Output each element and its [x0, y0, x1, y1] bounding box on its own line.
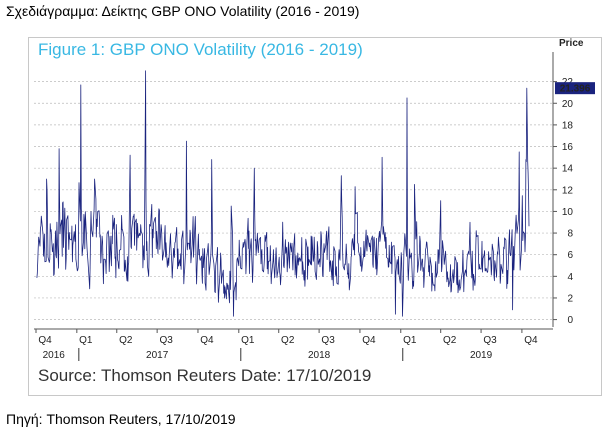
y-tick-label: 16 — [562, 142, 574, 153]
x-tick-label: Q4 — [362, 335, 376, 346]
last-value-badge — [555, 82, 595, 95]
x-year-label: 2016 — [43, 350, 66, 361]
plot-background — [34, 60, 553, 325]
x-axis: Q4 Q1 Q2 Q3 Q4 Q1 Q2 Q3 Q4 Q1 Q2 Q3 Q4 2016 2017 2018 20… — [34, 328, 553, 361]
x-year-label: 2018 — [308, 350, 331, 361]
document-caption: Σχεδιάγραμμα: Δείκτης GBP ONO Volatility… — [6, 3, 360, 19]
x-year-label: 2019 — [470, 350, 493, 361]
series-line — [36, 70, 530, 317]
y-tick-label: 0 — [567, 315, 573, 326]
y-tick-label: 14 — [562, 164, 574, 175]
y-axis-label: Price — [559, 38, 584, 49]
series-group — [36, 70, 530, 317]
x-tick-label: Q3 — [483, 335, 497, 346]
x-tick-label: Q2 — [119, 335, 133, 346]
x-tick-label: Q1 — [79, 335, 93, 346]
y-tick-label: 12 — [562, 185, 574, 196]
x-tick-label: Q1 — [241, 335, 255, 346]
y-tick-label: 4 — [567, 272, 573, 283]
x-tick-label: Q4 — [200, 335, 214, 346]
x-tick-label: Q2 — [281, 335, 295, 346]
x-tick-label: Q2 — [443, 335, 457, 346]
y-tick-label: 20 — [562, 99, 574, 110]
y-tick-label: 10 — [562, 207, 574, 218]
x-tick-label: Q4 — [524, 335, 538, 346]
y-axis: 0246810121416182022Price21.396 — [552, 38, 595, 327]
y-tick-label: 6 — [567, 250, 573, 261]
x-tick-label: Q4 — [38, 335, 52, 346]
plot-area — [34, 60, 553, 325]
x-tick-label: Q3 — [159, 335, 173, 346]
x-tick-label: Q3 — [321, 335, 335, 346]
y-tick-label: 8 — [567, 229, 573, 240]
chart-title: Figure 1: GBP ONO Volatility (2016 - 201… — [38, 40, 363, 59]
x-tick-label: Q1 — [403, 335, 417, 346]
y-tick-label: 18 — [562, 120, 574, 131]
document-source: Πηγή: Thomson Reuters, 17/10/2019 — [6, 411, 236, 427]
last-value-label: 21.396 — [560, 84, 591, 95]
y-tick-label: 2 — [567, 293, 573, 304]
x-year-label: 2017 — [146, 350, 169, 361]
chart-source: Source: Thomson Reuters Date: 17/10/2019 — [38, 366, 372, 385]
